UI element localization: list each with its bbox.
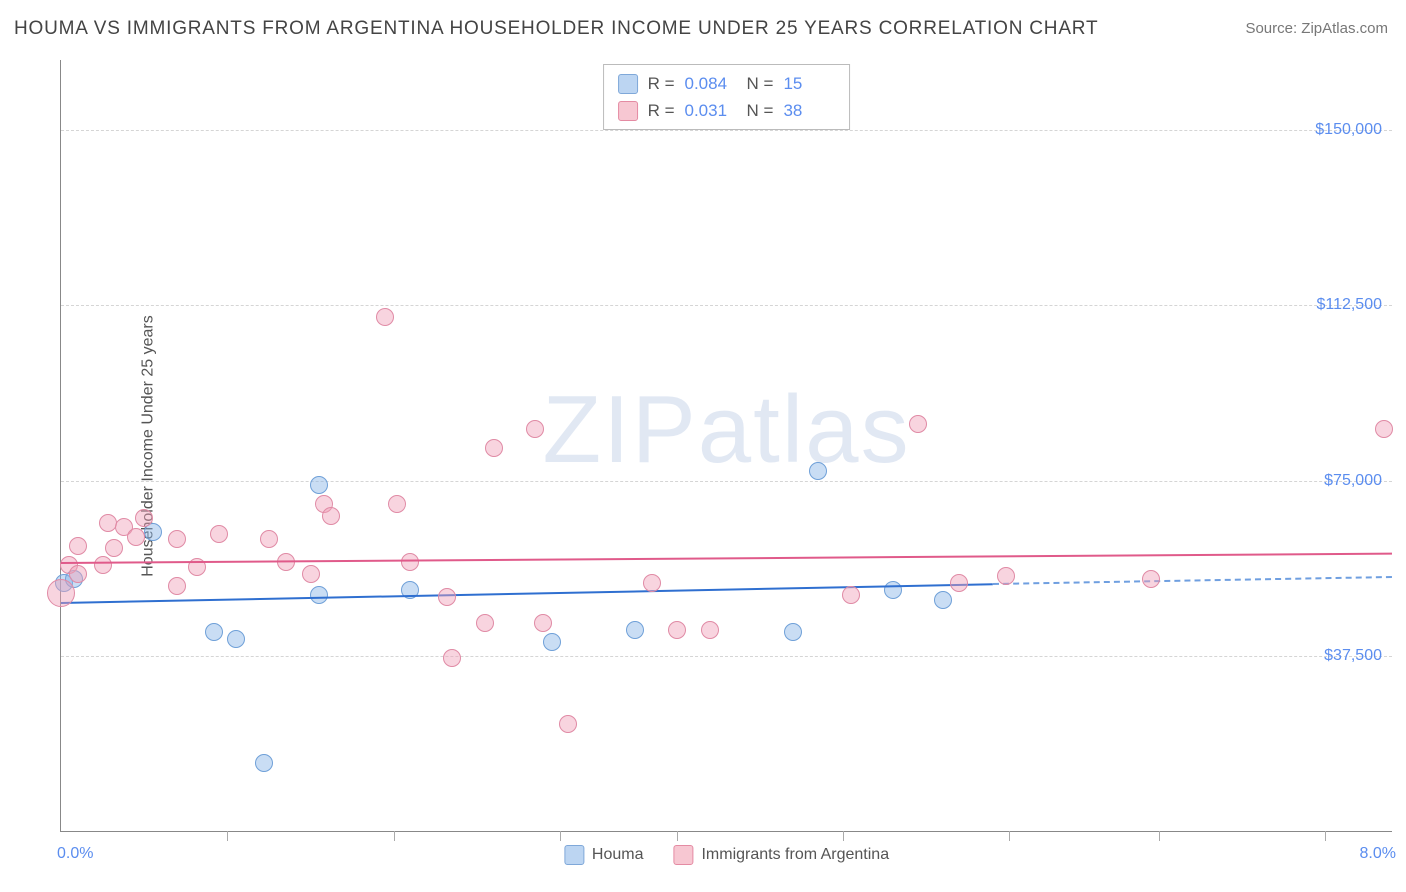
r-value: 0.031: [685, 97, 737, 124]
n-value: 15: [783, 70, 835, 97]
data-point-argentina: [909, 415, 927, 433]
data-point-argentina: [127, 528, 145, 546]
trend-line-dash-houma: [993, 576, 1392, 585]
data-point-houma: [543, 633, 561, 651]
correlation-legend-row: R = 0.031 N = 38: [618, 97, 836, 124]
plot-area: ZIPatlas R =0.084N =15R =0.031N =38 Houm…: [60, 60, 1392, 832]
data-point-argentina: [1142, 570, 1160, 588]
data-point-argentina: [69, 565, 87, 583]
data-point-argentina: [559, 715, 577, 733]
data-point-argentina: [668, 621, 686, 639]
series-legend-item: Houma: [564, 845, 644, 865]
chart-container: HOUMA VS IMMIGRANTS FROM ARGENTINA HOUSE…: [0, 0, 1406, 892]
x-axis-min-label: 0.0%: [57, 845, 93, 863]
trend-line-argentina: [61, 553, 1392, 564]
data-point-argentina: [643, 574, 661, 592]
data-point-argentina: [1375, 420, 1393, 438]
watermark-atlas: atlas: [698, 376, 911, 483]
data-point-houma: [934, 591, 952, 609]
data-point-argentina: [443, 649, 461, 667]
data-point-houma: [884, 581, 902, 599]
n-label: N =: [747, 97, 774, 124]
y-tick-label: $150,000: [1315, 121, 1382, 139]
x-tick: [677, 831, 678, 841]
data-point-argentina: [534, 614, 552, 632]
x-tick: [394, 831, 395, 841]
data-point-houma: [205, 623, 223, 641]
data-point-argentina: [168, 577, 186, 595]
data-point-houma: [310, 476, 328, 494]
gridline: [61, 656, 1392, 657]
data-point-argentina: [47, 579, 75, 607]
data-point-argentina: [105, 539, 123, 557]
data-point-houma: [784, 623, 802, 641]
data-point-argentina: [842, 586, 860, 604]
gridline: [61, 305, 1392, 306]
data-point-argentina: [485, 439, 503, 457]
n-value: 38: [783, 97, 835, 124]
data-point-houma: [227, 630, 245, 648]
data-point-argentina: [438, 588, 456, 606]
watermark-zip: ZIP: [542, 376, 697, 483]
source-label: Source: ZipAtlas.com: [1245, 20, 1388, 37]
data-point-argentina: [401, 553, 419, 571]
series-legend-label: Immigrants from Argentina: [701, 846, 889, 864]
r-value: 0.084: [685, 70, 737, 97]
data-point-argentina: [322, 507, 340, 525]
y-tick-label: $37,500: [1324, 647, 1382, 665]
legend-swatch: [618, 101, 638, 121]
x-tick: [1159, 831, 1160, 841]
y-tick-label: $75,000: [1324, 472, 1382, 490]
x-tick: [1009, 831, 1010, 841]
x-tick: [560, 831, 561, 841]
data-point-argentina: [997, 567, 1015, 585]
data-point-argentina: [302, 565, 320, 583]
data-point-argentina: [69, 537, 87, 555]
series-legend: Houma Immigrants from Argentina: [564, 845, 889, 865]
data-point-argentina: [950, 574, 968, 592]
data-point-houma: [310, 586, 328, 604]
legend-swatch: [618, 74, 638, 94]
legend-swatch: [564, 845, 584, 865]
correlation-legend-row: R = 0.084 N = 15: [618, 70, 836, 97]
data-point-argentina: [376, 308, 394, 326]
n-label: N =: [747, 70, 774, 97]
x-tick: [843, 831, 844, 841]
r-label: R =: [648, 70, 675, 97]
watermark: ZIPatlas: [542, 375, 910, 485]
gridline: [61, 130, 1392, 131]
x-axis-max-label: 8.0%: [1360, 845, 1396, 863]
series-legend-label: Houma: [592, 846, 644, 864]
correlation-legend: R = 0.084 N = 15 R = 0.031 N = 38: [603, 64, 851, 130]
data-point-argentina: [388, 495, 406, 513]
data-point-argentina: [94, 556, 112, 574]
data-point-argentina: [526, 420, 544, 438]
x-tick: [227, 831, 228, 841]
x-tick: [1325, 831, 1326, 841]
chart-title: HOUMA VS IMMIGRANTS FROM ARGENTINA HOUSE…: [14, 18, 1098, 40]
data-point-argentina: [99, 514, 117, 532]
series-legend-item: Immigrants from Argentina: [673, 845, 889, 865]
data-point-argentina: [135, 509, 153, 527]
data-point-houma: [626, 621, 644, 639]
data-point-argentina: [476, 614, 494, 632]
data-point-argentina: [210, 525, 228, 543]
y-tick-label: $112,500: [1316, 296, 1382, 314]
legend-swatch: [673, 845, 693, 865]
gridline: [61, 481, 1392, 482]
data-point-houma: [809, 462, 827, 480]
data-point-argentina: [168, 530, 186, 548]
data-point-argentina: [260, 530, 278, 548]
r-label: R =: [648, 97, 675, 124]
data-point-houma: [255, 754, 273, 772]
data-point-argentina: [701, 621, 719, 639]
